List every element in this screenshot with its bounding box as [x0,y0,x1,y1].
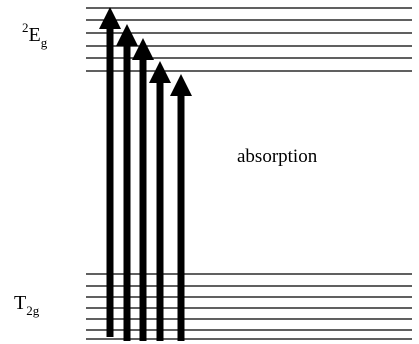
upper-state-superscript: 2 [22,20,29,35]
absorption-arrow [132,38,154,341]
upper-state-levels [86,7,412,72]
upper-state-label: 2Eg [22,21,47,49]
absorption-arrow [116,24,138,341]
lower-state-levels [86,273,412,340]
absorption-arrow [149,61,171,341]
upper-state-letter: E [28,24,41,46]
absorption-arrow [99,7,121,337]
upper-state-subscript: g [40,35,48,50]
lower-state-subscript: 2g [26,303,40,318]
absorption-label: absorption [237,146,318,167]
absorption-arrow [170,74,192,341]
absorption-arrows [99,7,192,341]
lower-state-letter: T [14,292,27,314]
lower-state-label: T2g [14,293,39,317]
